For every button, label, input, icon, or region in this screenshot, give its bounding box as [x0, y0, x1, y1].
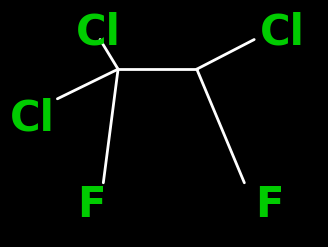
Text: F: F [255, 184, 283, 226]
Text: F: F [78, 184, 106, 226]
Text: Cl: Cl [260, 11, 304, 53]
Text: Cl: Cl [10, 98, 55, 140]
Text: Cl: Cl [76, 11, 121, 53]
